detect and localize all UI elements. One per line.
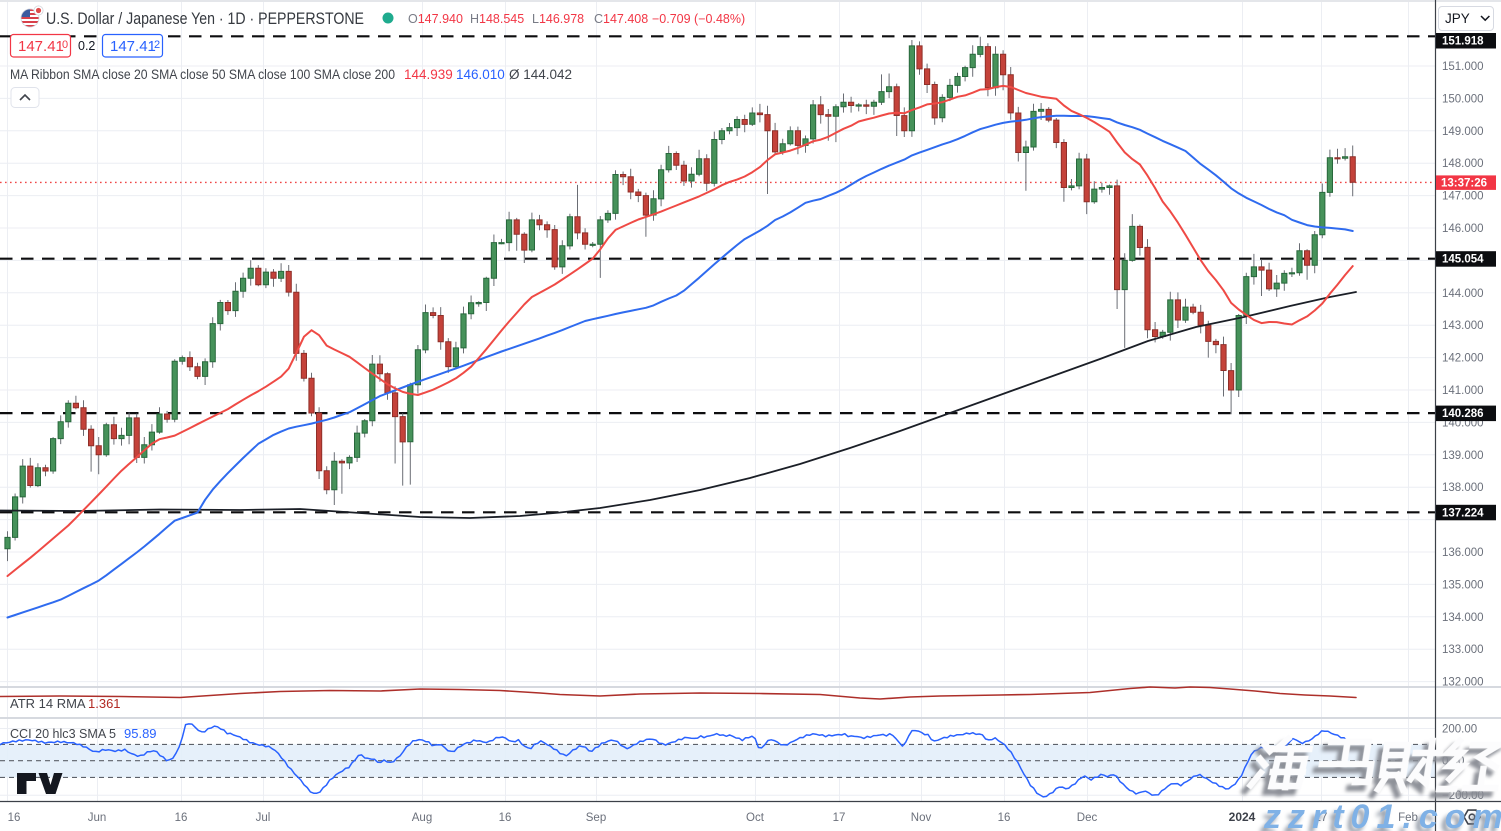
svg-text:151.918: 151.918 bbox=[1442, 36, 1484, 48]
svg-text:2024: 2024 bbox=[1229, 810, 1256, 824]
svg-text:H148.545: H148.545 bbox=[470, 12, 524, 26]
svg-text:16: 16 bbox=[998, 812, 1011, 824]
svg-text:146.000: 146.000 bbox=[1442, 223, 1484, 235]
svg-text:136.000: 136.000 bbox=[1442, 547, 1484, 559]
svg-text:146.010: 146.010 bbox=[456, 67, 505, 82]
svg-text:Jul: Jul bbox=[256, 812, 271, 824]
svg-text:13:37:26: 13:37:26 bbox=[1441, 177, 1487, 189]
svg-text:137.224: 137.224 bbox=[1442, 507, 1484, 519]
svg-text:−0.709 (−0.48%): −0.709 (−0.48%) bbox=[652, 12, 745, 26]
svg-text:135.000: 135.000 bbox=[1442, 579, 1484, 591]
svg-text:147.41: 147.41 bbox=[110, 38, 156, 55]
svg-text:0: 0 bbox=[62, 39, 68, 51]
svg-text:141.000: 141.000 bbox=[1442, 385, 1484, 397]
svg-text:142.000: 142.000 bbox=[1442, 353, 1484, 365]
svg-text:−200.00: −200.00 bbox=[1442, 790, 1484, 802]
svg-text:16: 16 bbox=[8, 812, 21, 824]
svg-text:133.000: 133.000 bbox=[1442, 644, 1484, 656]
svg-text:Nov: Nov bbox=[911, 812, 932, 824]
svg-text:ATR 14 RMA: ATR 14 RMA bbox=[10, 696, 86, 711]
svg-text:139.000: 139.000 bbox=[1442, 450, 1484, 462]
svg-text:138.000: 138.000 bbox=[1442, 482, 1484, 494]
svg-text:0.2: 0.2 bbox=[78, 39, 95, 53]
svg-text:134.000: 134.000 bbox=[1442, 612, 1484, 624]
svg-text:O147.940: O147.940 bbox=[408, 12, 463, 26]
svg-text:16: 16 bbox=[175, 812, 188, 824]
svg-text:150.000: 150.000 bbox=[1442, 93, 1484, 105]
svg-text:200.00: 200.00 bbox=[1442, 724, 1477, 736]
svg-text:144.939: 144.939 bbox=[404, 67, 453, 82]
svg-text:140.286: 140.286 bbox=[1442, 408, 1484, 420]
svg-text:L146.978: L146.978 bbox=[532, 12, 584, 26]
svg-text:145.054: 145.054 bbox=[1442, 254, 1484, 266]
svg-text:17: 17 bbox=[833, 812, 846, 824]
svg-text:144.000: 144.000 bbox=[1442, 288, 1484, 300]
svg-text:JPY: JPY bbox=[1445, 11, 1470, 26]
svg-text:149.000: 149.000 bbox=[1442, 126, 1484, 138]
svg-text:Oct: Oct bbox=[746, 812, 765, 824]
svg-text:16: 16 bbox=[499, 812, 512, 824]
svg-text:143.000: 143.000 bbox=[1442, 320, 1484, 332]
svg-text:CCI 20 hlc3 SMA 5: CCI 20 hlc3 SMA 5 bbox=[10, 726, 116, 741]
svg-text:148.000: 148.000 bbox=[1442, 158, 1484, 170]
svg-text:132.000: 132.000 bbox=[1442, 677, 1484, 689]
svg-text:95.89: 95.89 bbox=[124, 726, 157, 741]
svg-text:17: 17 bbox=[1315, 812, 1328, 824]
svg-text:Feb: Feb bbox=[1398, 812, 1418, 824]
svg-text:151.000: 151.000 bbox=[1442, 61, 1484, 73]
svg-text:U.S. Dollar / Japanese Yen · 1: U.S. Dollar / Japanese Yen · 1D · PEPPER… bbox=[46, 10, 364, 28]
svg-text:147.000: 147.000 bbox=[1442, 191, 1484, 203]
svg-text:1.361: 1.361 bbox=[88, 696, 121, 711]
svg-text:Sep: Sep bbox=[586, 812, 606, 824]
svg-text:Jun: Jun bbox=[88, 812, 107, 824]
svg-text:C147.408: C147.408 bbox=[594, 12, 648, 26]
svg-text:Dec: Dec bbox=[1077, 812, 1098, 824]
svg-text:Aug: Aug bbox=[412, 812, 432, 824]
svg-text:Ø 144.042: Ø 144.042 bbox=[509, 67, 572, 82]
svg-text:MA Ribbon SMA close 20 SMA clo: MA Ribbon SMA close 20 SMA close 50 SMA … bbox=[10, 67, 395, 82]
svg-text:2: 2 bbox=[154, 39, 160, 51]
svg-text:147.41: 147.41 bbox=[18, 38, 64, 55]
